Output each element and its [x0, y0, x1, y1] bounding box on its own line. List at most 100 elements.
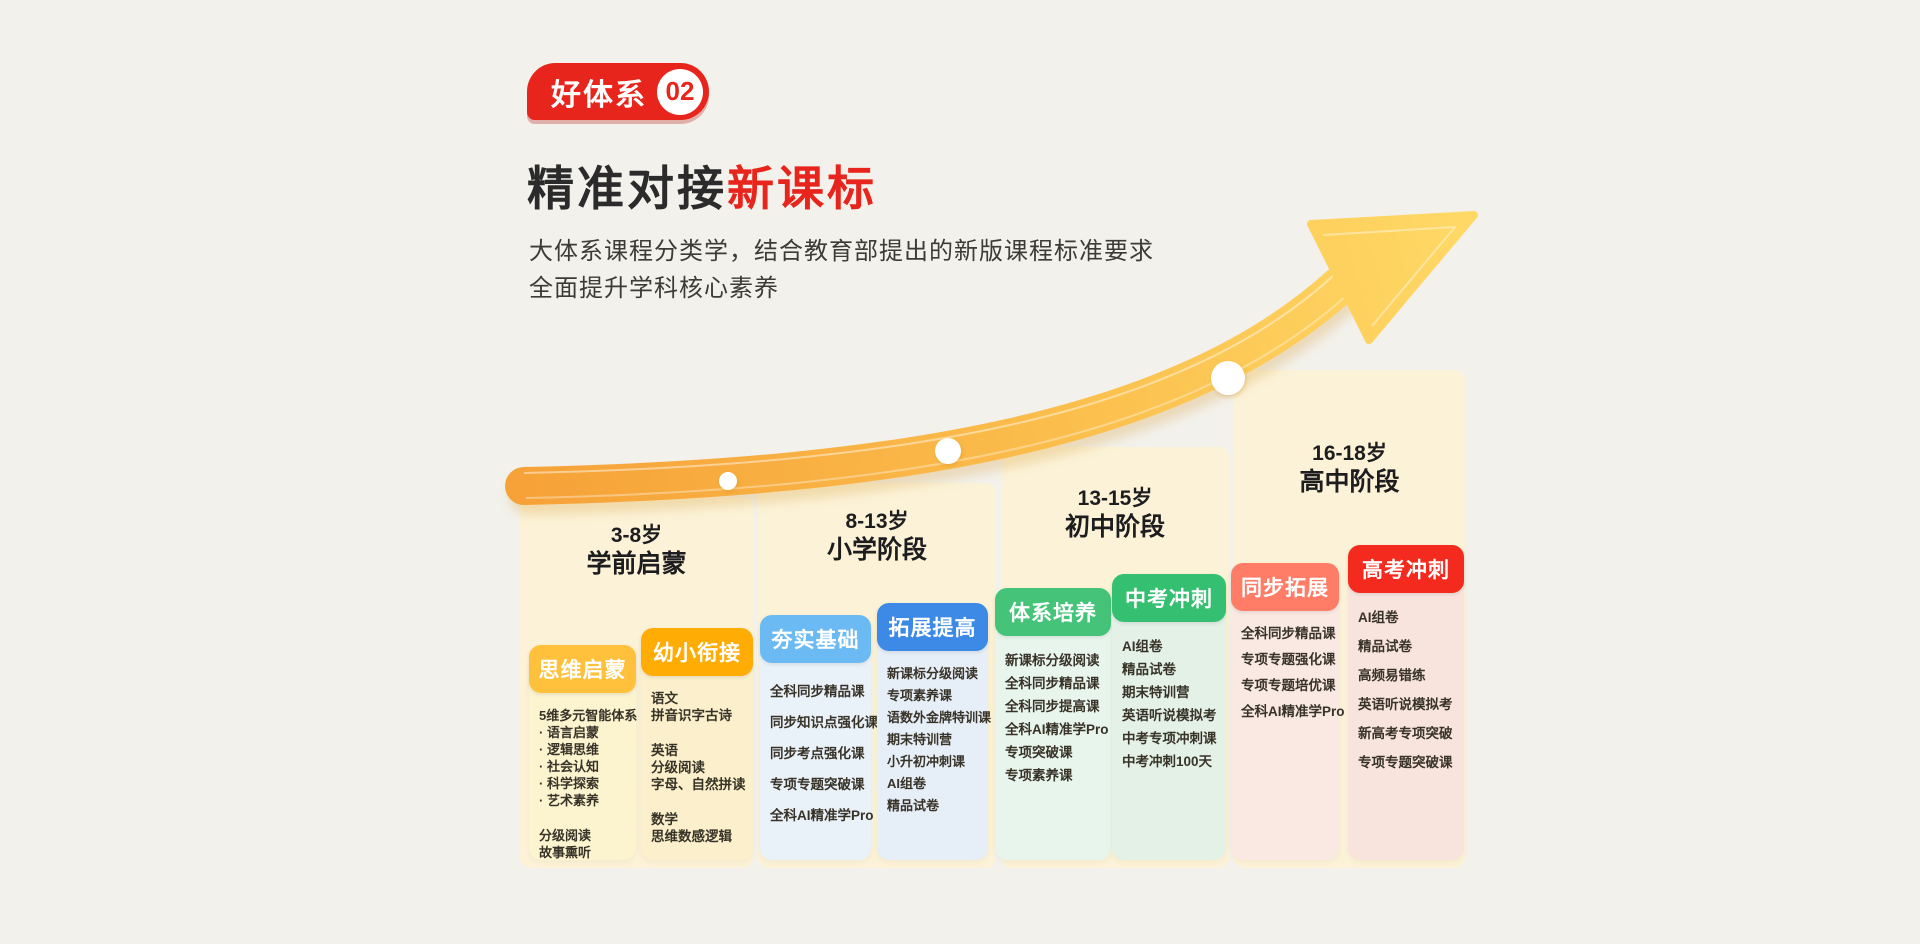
stage-name: 学前启蒙 [586, 550, 687, 578]
course-item: 字母、自然拼读 [651, 777, 746, 792]
course-item: 专项素养课 [887, 688, 953, 703]
stage-age: 13-15岁 [1077, 487, 1153, 510]
course-card-6: 中考冲刺 AI组卷 精品试卷 期末特训营 英语听说模拟考 中考专项冲刺课 中考冲刺100天 [1112, 574, 1226, 860]
course-item: 英语 [651, 743, 678, 758]
course-group: 5维多元智能体系 · 语言启蒙 · 逻辑思维 · 社会认知 · 科学探索 · 艺术素养 [539, 707, 638, 809]
stage-name: 高中阶段 [1299, 468, 1400, 496]
course-group: 全科AI精准学Pro [1241, 703, 1345, 720]
course-item: 故事熏听 [539, 845, 592, 860]
stage-name: 初中阶段 [1064, 513, 1165, 541]
page-title-prefix: 精准对接 [527, 162, 727, 215]
course-item: 同步考点强化课 [770, 746, 865, 761]
course-card-header: 同步拓展 [1231, 563, 1339, 611]
course-group: 分级阅读 故事熏听 [539, 827, 630, 861]
course-group: 高频易错练 [1358, 667, 1458, 684]
course-group: 全科同步提高课 [1005, 698, 1105, 715]
course-group: 专项突破课 [1005, 744, 1105, 761]
course-group: 期末特训营 [887, 731, 982, 748]
course-card-body: 全科同步精品课 专项专题强化课 专项专题培优课 全科AI精准学Pro [1231, 611, 1345, 860]
course-item: 精品试卷 [1358, 639, 1412, 654]
course-item: 专项专题强化课 [1241, 652, 1336, 667]
stage-label: 3-8岁 学前启蒙 [520, 523, 753, 579]
course-item: 专项专题突破课 [770, 777, 865, 792]
course-item: 数学 [651, 812, 678, 827]
course-item: 语数外金牌特训课 [887, 710, 992, 725]
subtitle-line-1: 大体系课程分类学，结合教育部提出的新版课程标准要求 [529, 238, 1154, 265]
course-item: 专项突破课 [1005, 745, 1073, 760]
course-card-body: 新课标分级阅读 专项素养课语数外金牌特训课 期末特训营小升初冲刺课 AI组卷精品试卷 [877, 651, 992, 860]
course-group: 新高考专项突破 [1358, 725, 1458, 742]
course-item: 语文 [651, 691, 678, 706]
course-card-8: 高考冲刺 AI组卷 精品试卷 高频易错练 英语听说模拟考 新高考专项突破 专项专题突破课 [1348, 545, 1464, 860]
course-item: 思维数感逻辑 [651, 829, 732, 844]
course-group: 语数外金牌特训课 [887, 709, 992, 726]
course-card-1: 思维启蒙 5维多元智能体系 · 语言启蒙 · 逻辑思维 · 社会认知 · 科学探索 · 艺… [529, 645, 638, 861]
course-group: 全科AI精准学Pro [1005, 721, 1109, 738]
course-item: 5维多元智能体系 [539, 708, 638, 723]
course-item: 专项素养课 [1005, 768, 1073, 783]
course-group: 精品试卷 [887, 797, 982, 814]
course-card-header: 幼小衔接 [641, 628, 753, 676]
course-card-2: 幼小衔接 语文拼音识字古诗 英语分级阅读字母、自然拼读 数学思维数感逻辑 [641, 628, 753, 860]
section-badge-label: 好体系 [551, 78, 647, 112]
course-item: AI组卷 [887, 776, 927, 791]
course-group: 专项专题突破课 [770, 776, 865, 793]
course-group: 同步考点强化课 [770, 745, 865, 762]
course-item: 全科AI精准学Pro [770, 808, 874, 823]
course-group: 精品试卷 [1122, 661, 1220, 678]
course-item: 全科同步提高课 [1005, 699, 1100, 714]
course-item: 中考冲刺100天 [1122, 754, 1213, 769]
course-group: 新课标分级阅读 [887, 665, 982, 682]
course-card-body: 5维多元智能体系 · 语言启蒙 · 逻辑思维 · 社会认知 · 科学探索 · 艺术素养 分级… [529, 693, 638, 861]
page-title-highlight: 新课标 [727, 162, 877, 215]
milestone-dot-2 [935, 438, 961, 464]
course-card-3: 夯实基础 全科同步精品课 同步知识点强化课 同步考点强化课 专项专题突破课 全科AI精准… [760, 615, 878, 860]
course-item: 中考专项冲刺课 [1122, 731, 1217, 746]
course-group: 专项专题突破课 [1358, 754, 1458, 771]
course-group: 英语听说模拟考 [1358, 696, 1458, 713]
course-item: · 逻辑思维 [539, 742, 599, 757]
arrow-head-highlight [1322, 226, 1456, 327]
stage-label: 13-15岁 初中阶段 [1001, 486, 1229, 542]
course-item: 英语听说模拟考 [1358, 697, 1453, 712]
course-card-header: 高考冲刺 [1348, 545, 1464, 593]
course-item: 分级阅读 [651, 760, 705, 775]
course-item: · 科学探索 [539, 776, 599, 791]
course-group: 新课标分级阅读 [1005, 652, 1105, 669]
course-card-4: 拓展提高 新课标分级阅读 专项素养课 语数外金牌特训课 期末特训营 小升初冲刺课 AI组卷… [877, 603, 992, 860]
course-card-body: 语文拼音识字古诗 英语分级阅读字母、自然拼读 数学思维数感逻辑 [641, 676, 753, 860]
course-card-body: 全科同步精品课 同步知识点强化课 同步考点强化课 专项专题突破课 全科AI精准学Pro [760, 663, 878, 860]
course-item: 专项专题培优课 [1241, 678, 1336, 693]
course-group: 精品试卷 [1358, 638, 1458, 655]
course-card-5: 体系培养 新课标分级阅读 全科同步精品课 全科同步提高课 全科AI精准学Pro 专项突破… [995, 588, 1111, 860]
course-group: 专项专题强化课 [1241, 651, 1336, 668]
stage-age: 16-18岁 [1312, 442, 1387, 465]
course-item: 精品试卷 [1122, 662, 1176, 677]
course-group: 期末特训营 [1122, 684, 1220, 701]
course-item: 同步知识点强化课 [770, 715, 878, 730]
course-item: 高频易错练 [1358, 668, 1426, 683]
course-group: 专项素养课 [1005, 767, 1105, 784]
course-item: · 语言启蒙 [539, 725, 599, 740]
course-group: 小升初冲刺课 [887, 753, 982, 770]
course-card-header: 中考冲刺 [1112, 574, 1226, 622]
section-badge-number: 02 [657, 68, 703, 115]
stage-age: 8-13岁 [845, 510, 909, 533]
course-group: 全科同步精品课 [1241, 625, 1336, 642]
course-item: 新课标分级阅读 [1005, 653, 1100, 668]
stage-age: 3-8岁 [610, 524, 663, 547]
course-group: 语文 拼音识字古诗 [651, 690, 747, 724]
course-item: 小升初冲刺课 [887, 754, 966, 769]
course-group: 同步知识点强化课 [770, 714, 878, 731]
arrow-head [1307, 211, 1478, 344]
section-badge: 好体系 02 [527, 63, 709, 120]
course-group: 英语分级阅读字母、自然拼读 [651, 742, 747, 793]
course-item: 全科AI精准学Pro [1241, 704, 1345, 719]
stage-name: 小学阶段 [826, 536, 927, 564]
course-item: 拼音识字古诗 [651, 708, 732, 723]
course-item: · 社会认知 [539, 759, 599, 774]
course-group: AI组卷 [887, 775, 982, 792]
subtitle-line-2: 全面提升学科核心素养 [529, 275, 779, 302]
course-item: 期末特训营 [887, 732, 953, 747]
